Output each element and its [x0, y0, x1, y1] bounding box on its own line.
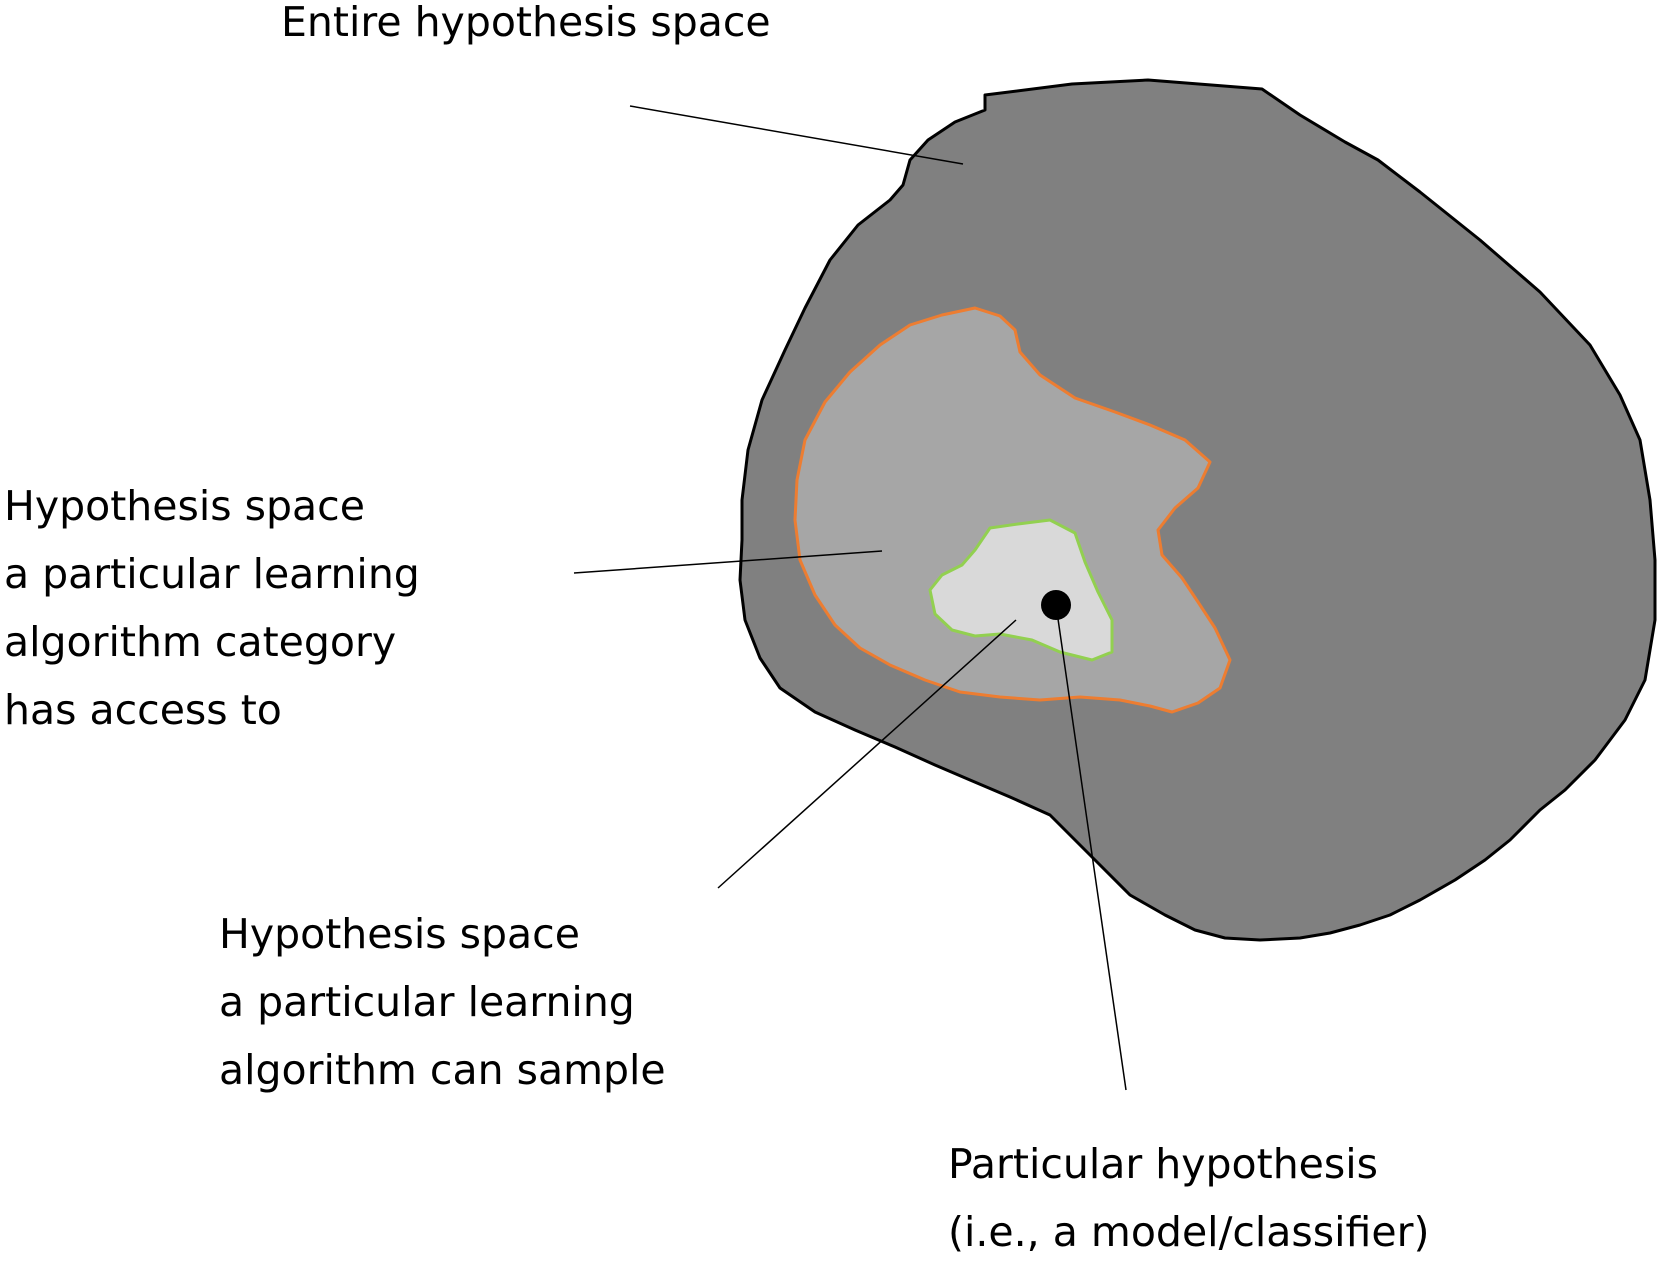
entire-hypothesis-space-region — [738, 78, 1657, 942]
entire-hypothesis-space-label: Entire hypothesis space — [281, 0, 771, 56]
label-line: Hypothesis space — [219, 910, 580, 958]
label-line: Entire hypothesis space — [281, 0, 771, 46]
leader-line-sample — [717, 619, 1017, 889]
particular-hypothesis-label: Particular hypothesis (i.e., a model/cla… — [948, 1130, 1429, 1266]
category-hypothesis-space-region — [793, 306, 1232, 714]
label-line: a particular learning — [219, 978, 635, 1026]
sample-hypothesis-space-region — [928, 518, 1114, 662]
sample-hypothesis-space-label: Hypothesis space a particular learning a… — [219, 900, 666, 1104]
label-line: algorithm can sample — [219, 1046, 666, 1094]
leader-line-particular — [1055, 604, 1127, 1091]
label-line: Particular hypothesis — [948, 1140, 1379, 1188]
label-line: algorithm category — [4, 618, 397, 666]
label-line: a particular learning — [4, 550, 420, 598]
label-line: has access to — [4, 686, 282, 734]
leader-line-category — [573, 550, 883, 574]
label-line: (i.e., a model/classifier) — [948, 1208, 1430, 1256]
leader-line-entire — [629, 105, 964, 165]
category-hypothesis-space-label: Hypothesis space a particular learning a… — [4, 472, 420, 744]
label-line: Hypothesis space — [4, 482, 365, 530]
